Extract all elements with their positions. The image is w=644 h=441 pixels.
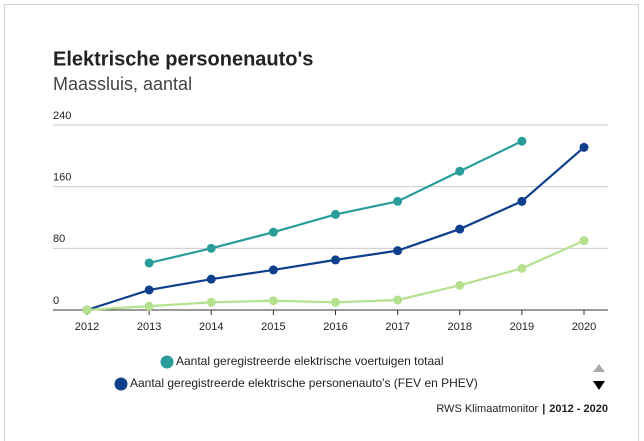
x-tick-label: 2012: [75, 321, 99, 333]
point: [82, 305, 92, 315]
point: [331, 209, 340, 219]
legend-swatch: [114, 377, 128, 391]
point: [268, 265, 278, 275]
legend-label: Aantal geregistreerde elektrische person…: [130, 376, 478, 390]
x-tick-label: 2019: [510, 321, 534, 333]
point: [144, 258, 154, 268]
point: [331, 297, 340, 307]
point: [393, 295, 403, 305]
point: [144, 301, 154, 311]
x-tick-label: 2016: [323, 321, 347, 333]
point: [206, 297, 216, 307]
x-tick-label: 2020: [572, 321, 596, 333]
legend-scroll-down[interactable]: [593, 381, 605, 390]
point: [268, 296, 278, 306]
card: [4, 4, 639, 441]
point: [517, 263, 527, 273]
y-tick-label: 240: [53, 110, 71, 122]
y-tick-label: 160: [53, 172, 71, 184]
source-period: 2012 - 2020: [549, 403, 608, 415]
legend-swatch: [160, 355, 174, 369]
point: [455, 280, 465, 290]
point: [393, 196, 403, 206]
x-tick-label: 2013: [137, 321, 161, 333]
y-tick-label: 80: [53, 233, 65, 245]
point: [455, 224, 465, 234]
x-tick-label: 2017: [385, 321, 409, 333]
point: [268, 227, 278, 237]
source-name: RWS Klimaatmonitor: [436, 403, 538, 415]
point: [393, 246, 403, 256]
point: [455, 166, 465, 176]
legend-scroll-up[interactable]: [593, 364, 605, 372]
point: [206, 274, 216, 284]
x-tick-label: 2018: [448, 321, 472, 333]
point: [206, 243, 216, 253]
point: [517, 136, 527, 146]
point: [144, 285, 154, 295]
point: [517, 196, 527, 206]
x-tick-label: 2015: [261, 321, 285, 333]
source-separator: |: [542, 403, 545, 415]
x-tick-label: 2014: [199, 321, 223, 333]
source: RWS Klimaatmonitor | 2012 - 2020: [436, 403, 608, 415]
chart-subtitle: Maassluis, aantal: [53, 74, 192, 94]
point: [579, 236, 589, 246]
point: [579, 142, 589, 152]
point: [331, 255, 340, 265]
y-tick-label: 0: [53, 295, 59, 307]
chart-title: Elektrische personenauto's: [53, 48, 313, 70]
legend-label: Aantal geregistreerde elektrische voertu…: [176, 354, 444, 368]
